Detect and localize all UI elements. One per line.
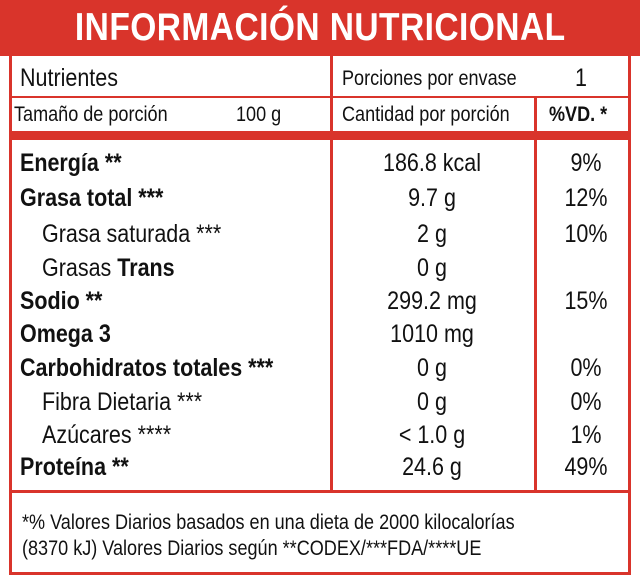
- nutrient-value-saturated-fat: 2 g: [417, 220, 447, 248]
- nutrient-value-sodium: 299.2 mg: [387, 287, 477, 315]
- servings-value: 1: [575, 64, 587, 92]
- nutrient-label-fiber: Fibra Dietaria ***: [42, 388, 203, 416]
- trans-fat-bold: Trans: [117, 254, 175, 282]
- nutrient-label-protein: Proteína **: [20, 453, 129, 481]
- nutrient-label-sodium: Sodio **: [20, 287, 103, 315]
- nutrient-value-carbohydrates: 0 g: [417, 354, 447, 382]
- column-divider-1: [330, 56, 333, 490]
- nutrient-dv-sodium: 15%: [564, 287, 608, 315]
- nutrient-label-sugars: Azúcares ****: [42, 421, 172, 449]
- nutrient-label-energy: Energía **: [20, 149, 122, 177]
- nutrient-value-fiber: 0 g: [417, 388, 447, 416]
- nutrient-label-total-fat: Grasa total ***: [20, 184, 164, 212]
- nutrient-dv-saturated-fat: 10%: [564, 220, 608, 248]
- nutrients-label: Nutrientes: [20, 64, 118, 92]
- table-frame: [9, 56, 631, 575]
- nutrient-dv-energy: 9%: [570, 149, 602, 177]
- nutrient-value-trans-fat: 0 g: [417, 254, 447, 282]
- nutrient-label-omega3: Omega 3: [20, 320, 111, 348]
- amount-per-serving-label: Cantidad por porción: [342, 103, 510, 126]
- serving-size-value: 100 g: [236, 103, 282, 126]
- thick-divider-bottom: [9, 490, 631, 493]
- header-divider: [9, 96, 631, 98]
- nutrient-value-energy: 186.8 kcal: [382, 149, 482, 177]
- nutrient-dv-sugars: 1%: [570, 421, 602, 449]
- thick-divider-top: [9, 131, 631, 140]
- footnote-line-1: *% Valores Diarios basados en una dieta …: [22, 511, 515, 534]
- nutrient-value-protein: 24.6 g: [402, 453, 462, 481]
- title-bar: INFORMACIÓN NUTRICIONAL: [0, 0, 640, 56]
- nutrient-dv-protein: 49%: [564, 453, 608, 481]
- servings-label: Porciones por envase: [342, 67, 517, 90]
- footnote-line-2: (8370 kJ) Valores Diarios según **CODEX/…: [22, 537, 482, 560]
- nutrient-value-sugars: < 1.0 g: [398, 421, 466, 449]
- trans-fat-prefix: Grasas: [42, 254, 118, 282]
- nutrient-dv-fiber: 0%: [570, 388, 602, 416]
- nutrient-label-trans-fat: Grasas Trans: [42, 256, 175, 281]
- nutrient-label-carbohydrates: Carbohidratos totales ***: [20, 354, 274, 382]
- nutrient-dv-total-fat: 12%: [564, 184, 608, 212]
- daily-value-label: %VD. *: [549, 103, 608, 126]
- nutrient-value-total-fat: 9.7 g: [408, 184, 456, 212]
- nutrient-dv-carbohydrates: 0%: [570, 354, 602, 382]
- nutrient-label-saturated-fat: Grasa saturada ***: [42, 220, 222, 248]
- panel-title: INFORMACIÓN NUTRICIONAL: [74, 6, 566, 49]
- serving-size-label: Tamaño de porción: [14, 103, 168, 126]
- column-divider-2: [534, 96, 537, 490]
- nutrient-value-omega3: 1010 mg: [390, 320, 474, 348]
